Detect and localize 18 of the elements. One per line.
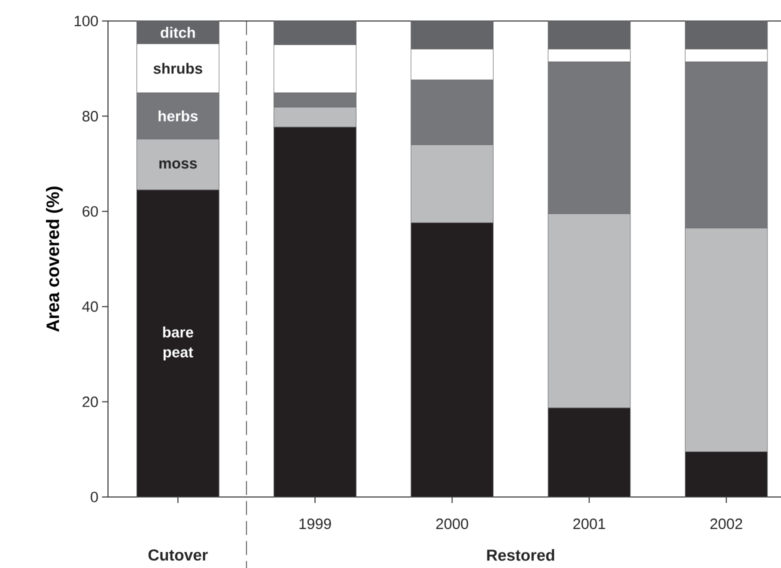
text: Restored (487, 549, 554, 561)
y-tick-label: 0 (90, 492, 98, 502)
y-tick-label: 60 (82, 206, 98, 217)
y-tick-label: 100 (74, 16, 98, 26)
x-tick-label: 1999 (300, 518, 331, 530)
y-axis-title: Area covered (%) (46, 186, 63, 332)
series-label: bare peat (163, 326, 194, 360)
series-label: moss (159, 160, 197, 169)
series-label: ditch (160, 26, 195, 38)
series-label: herbs (158, 110, 198, 122)
y-tick-label: 40 (82, 301, 98, 312)
y-tick-label: 80 (82, 110, 98, 122)
x-tick-label: 2000 (436, 518, 468, 530)
x-tick-label: 2001 (573, 518, 606, 530)
x-tick-label: 2002 (710, 518, 742, 530)
text: Cutover (148, 549, 208, 561)
series-label: shrubs (154, 62, 202, 74)
y-tick-label: 20 (82, 396, 98, 408)
